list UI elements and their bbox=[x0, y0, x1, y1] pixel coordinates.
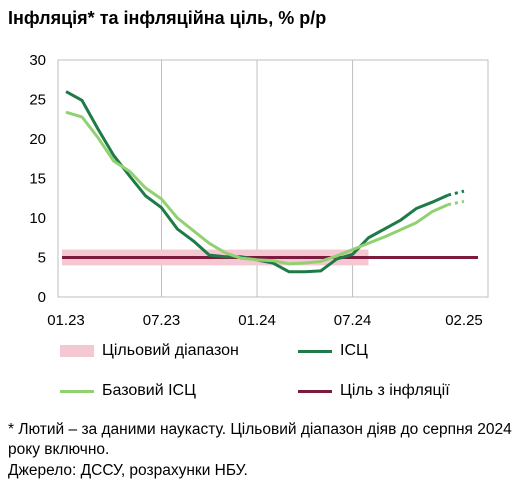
legend-band: Цільовий діапазон bbox=[60, 342, 239, 360]
footnote: * Лютий – за даними наукасту. Цільовий д… bbox=[8, 421, 512, 458]
source-note: Джерело: ДССУ, розрахунки НБУ. bbox=[8, 462, 248, 479]
core-cpi-line bbox=[65, 110, 449, 266]
legend-cpi-swatch bbox=[298, 349, 332, 353]
y-tick-label: 15 bbox=[29, 171, 46, 188]
plot-frame bbox=[57, 59, 489, 298]
y-tick-label: 10 bbox=[29, 210, 46, 227]
chart-title: Інфляція* та інфляційна ціль, % р/р bbox=[8, 8, 327, 28]
x-tick-label: 07.23 bbox=[143, 312, 181, 329]
legend: Цільовий діапазон ІСЦ Базовий ІСЦ Ціль з… bbox=[60, 340, 500, 410]
legend-target-swatch bbox=[298, 389, 332, 393]
target-band-layer bbox=[62, 249, 478, 266]
legend-target-label: Ціль з інфляції bbox=[340, 382, 450, 399]
legend-cpi-label: ІСЦ bbox=[340, 342, 368, 359]
y-tick-label: 25 bbox=[29, 92, 46, 109]
y-tick-label: 20 bbox=[29, 131, 46, 148]
inflation-chart: 01.23 07.23 01.24 07.24 02.25 0 5 10 15 20 25 30 bbox=[29, 52, 489, 329]
x-tick-label: 01.23 bbox=[47, 312, 85, 329]
x-tick-label: 07.24 bbox=[334, 312, 372, 329]
legend-band-swatch bbox=[60, 345, 94, 357]
y-tick-label: 5 bbox=[38, 250, 46, 267]
axes: 01.23 07.23 01.24 07.24 02.25 0 5 10 15 20 25 30 bbox=[29, 52, 482, 329]
x-tick-label: 02.25 bbox=[445, 312, 483, 329]
legend-core-swatch bbox=[60, 389, 94, 393]
legend-core-label: Базовий ІСЦ bbox=[102, 382, 196, 399]
y-tick-label: 0 bbox=[38, 289, 46, 306]
cpi-line-nowcast bbox=[447, 189, 465, 197]
series-layer bbox=[65, 90, 465, 274]
legend-target: Ціль з інфляції bbox=[298, 382, 450, 400]
legend-cpi: ІСЦ bbox=[298, 342, 368, 360]
legend-band-label: Цільовий діапазон bbox=[102, 342, 239, 359]
y-tick-label: 30 bbox=[29, 52, 46, 69]
core-cpi-line-nowcast bbox=[447, 199, 465, 207]
x-tick-label: 01.24 bbox=[238, 312, 276, 329]
legend-core: Базовий ІСЦ bbox=[60, 382, 196, 400]
